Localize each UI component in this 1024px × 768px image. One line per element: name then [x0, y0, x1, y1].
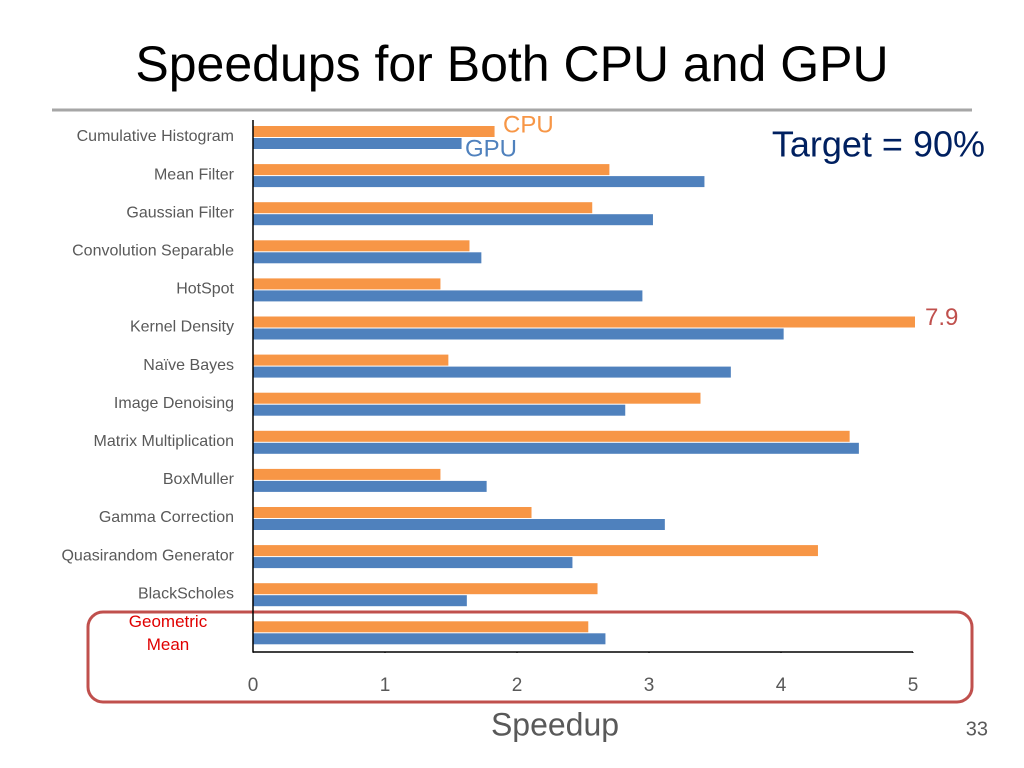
category-label: BoxMuller	[163, 471, 235, 488]
bar	[253, 316, 915, 328]
category-label: Geometric Mean	[128, 612, 208, 655]
bar	[253, 290, 643, 302]
bar	[253, 366, 731, 378]
category-label: Naïve Bayes	[143, 357, 234, 374]
x-axis-title: Speedup	[491, 706, 619, 742]
bar	[253, 240, 470, 252]
category-label: Gaussian Filter	[126, 204, 234, 221]
bar	[253, 328, 784, 340]
category-label: Matrix Multiplication	[94, 433, 234, 450]
bar	[253, 202, 593, 214]
slide-title: Speedups for Both CPU and GPU	[135, 36, 888, 92]
bar	[253, 252, 482, 264]
bar	[253, 430, 850, 442]
bar	[253, 480, 487, 492]
x-tick-label: 1	[380, 675, 391, 696]
category-label: BlackScholes	[138, 585, 234, 602]
category-label: Cumulative Histogram	[77, 128, 234, 145]
bar	[253, 621, 589, 633]
bar	[253, 519, 665, 530]
bar	[253, 442, 859, 454]
bar	[253, 468, 441, 480]
x-tick-label: 2	[512, 675, 523, 696]
x-tick-label: 3	[644, 675, 655, 696]
bar	[253, 214, 653, 226]
category-label: Image Denoising	[114, 395, 234, 412]
page-number: 33	[966, 718, 988, 740]
category-label: Gamma Correction	[99, 509, 234, 526]
category-label: Quasirandom Generator	[61, 547, 234, 564]
bar	[253, 278, 441, 290]
annotation: Target = 90%	[772, 124, 985, 165]
bar	[253, 595, 467, 607]
highlight-box	[86, 610, 974, 704]
category-label: Mean Filter	[154, 166, 235, 183]
legend-entry: GPU	[465, 135, 517, 162]
category-label: HotSpot	[176, 281, 234, 298]
value-label: 7.9	[925, 304, 958, 331]
bar	[253, 164, 610, 176]
bar	[253, 354, 449, 366]
bar	[253, 392, 701, 404]
bar	[253, 557, 573, 569]
bar	[253, 138, 462, 149]
x-tick-label: 5	[908, 675, 919, 696]
bar	[253, 404, 626, 416]
bar	[253, 176, 705, 188]
legend-entry: CPU	[503, 111, 554, 138]
x-tick-label: 0	[248, 675, 259, 696]
category-label: Kernel Density	[130, 319, 234, 336]
bars	[253, 126, 915, 645]
x-tick-label: 4	[776, 675, 787, 696]
bar	[253, 583, 598, 595]
category-label: Convolution Separable	[72, 243, 234, 260]
bar	[253, 633, 606, 645]
bar	[253, 126, 495, 137]
bar	[253, 507, 532, 518]
bar	[253, 545, 818, 557]
